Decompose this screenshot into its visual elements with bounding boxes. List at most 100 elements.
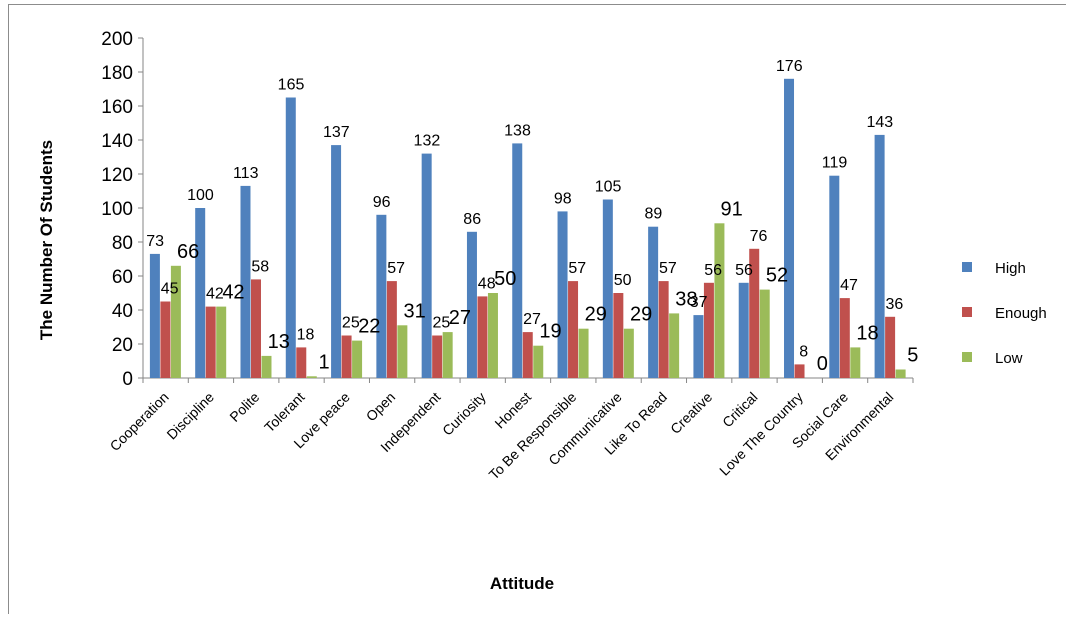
data-label-low: 19 [539,321,561,343]
category-label: Discipline [163,389,217,443]
data-label-high: 132 [414,133,441,150]
y-tick-label: 100 [101,199,133,220]
data-label-high: 56 [735,262,753,279]
y-tick-label: 120 [101,165,133,186]
bar-enough-love-peace [341,335,352,378]
bar-high-critical [738,282,749,378]
y-tick-label: 60 [112,267,133,288]
bar-enough-honest [522,332,533,378]
bar-high-social-care [829,175,840,378]
data-label-high: 119 [822,155,848,172]
bar-high-curiosity [466,231,477,378]
data-label-enough: 45 [161,281,179,298]
bar-low-communicative [623,328,634,378]
data-label-enough: 58 [251,258,269,275]
data-label-enough: 8 [799,343,808,360]
bar-enough-critical [749,248,760,378]
bar-low-honest [533,345,544,378]
bar-enough-like-to-read [658,281,669,378]
data-label-low: 29 [630,304,652,326]
bar-low-critical [759,289,770,378]
bar-high-cooperation [149,253,160,378]
bar-high-creative [693,315,704,378]
data-label-enough: 25 [433,315,451,332]
bar-enough-cooperation [160,301,171,378]
data-label-high: 100 [187,187,214,204]
y-tick-label: 180 [101,63,133,84]
bar-low-love-peace [352,340,363,378]
bar-low-tolerant [306,376,317,378]
bar-low-environmental [895,369,906,378]
data-label-high: 73 [146,233,164,250]
bar-high-to-be-responsible [557,211,568,378]
data-labels: 7345661004242113581316518113725229657311… [146,58,918,375]
data-label-high: 89 [644,206,662,223]
data-label-enough: 36 [885,296,903,313]
bar-high-love-the-country [784,78,795,379]
bar-low-independent [442,332,453,378]
bar-enough-love-the-country [794,364,805,378]
data-label-high: 96 [373,194,391,211]
data-label-low: 13 [268,331,290,353]
legend-swatch-low [962,352,972,362]
data-label-high: 86 [463,211,481,228]
bar-enough-polite [250,279,261,378]
legend: High Enough Low [962,260,1047,367]
bar-low-like-to-read [669,313,680,378]
data-label-low: 91 [721,198,743,220]
category-label: Honest [491,389,534,432]
y-tick-label: 40 [112,301,133,322]
bar-high-communicative [602,199,613,378]
bar-high-environmental [874,134,885,378]
data-label-enough: 48 [478,275,496,292]
bar-high-discipline [195,208,206,378]
data-label-enough: 57 [568,260,586,277]
data-label-low: 22 [358,316,380,338]
data-label-enough: 25 [342,315,360,332]
x-axis-title: Attitude [490,574,554,593]
y-tick-labels: 0 20 40 60 80 100 120 140 160 180 200 [101,29,133,390]
bar-low-creative [714,223,725,378]
data-label-enough: 18 [297,326,315,343]
data-label-low: 5 [907,345,918,367]
bar-high-tolerant [285,97,296,378]
bar-low-cooperation [170,265,181,378]
category-label: Polite [226,389,262,425]
category-label: Critical [719,389,761,431]
data-label-enough: 47 [840,277,858,294]
data-label-low: 38 [675,288,697,310]
bar-enough-to-be-responsible [568,281,579,378]
bar-low-discipline [216,306,227,378]
bar-low-social-care [850,347,861,378]
data-label-low: 0 [817,353,828,375]
bar-enough-tolerant [296,347,307,378]
data-label-enough: 57 [659,260,677,277]
data-label-low: 18 [856,322,878,344]
data-label-low: 31 [403,300,425,322]
bar-low-polite [261,355,272,378]
data-label-enough: 27 [523,311,541,328]
data-label-low: 27 [449,307,471,329]
y-tick-label: 140 [101,131,133,152]
bar-high-independent [421,153,432,378]
legend-label-high: High [995,260,1026,277]
data-label-high: 138 [504,122,531,139]
bar-enough-social-care [839,298,850,378]
bar-enough-creative [703,282,714,378]
y-tick-label: 80 [112,233,133,254]
data-label-low: 52 [766,265,788,287]
data-label-high: 137 [323,124,350,141]
category-label: Creative [667,389,715,437]
bar-high-like-to-read [648,226,659,378]
bar-enough-discipline [205,306,216,378]
bar-high-love-peace [331,145,342,378]
legend-label-low: Low [995,350,1023,367]
bar-high-open [376,214,387,378]
bar-low-open [397,325,408,378]
data-label-low: 42 [222,282,244,304]
y-tick-label: 20 [112,335,133,356]
legend-swatch-enough [962,307,972,317]
y-axis-title: The Number Of Students [37,140,56,340]
